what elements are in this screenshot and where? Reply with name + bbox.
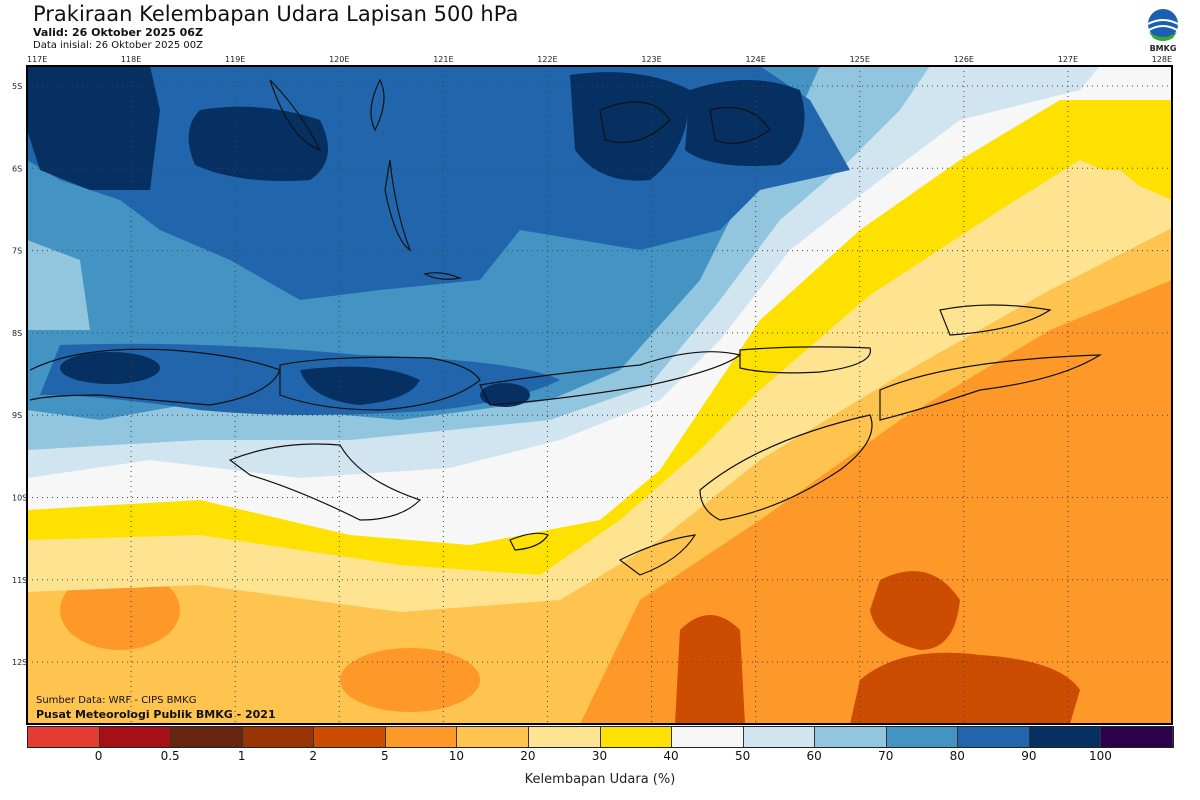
longitude-label: 121E bbox=[433, 55, 453, 64]
longitude-label: 124E bbox=[745, 55, 765, 64]
latitude-label: 12S bbox=[12, 658, 27, 667]
organization-credit: Pusat Meteorologi Publik BMKG - 2021 bbox=[36, 708, 276, 721]
colorbar-swatch bbox=[457, 727, 529, 747]
graticule bbox=[27, 66, 1172, 724]
valid-time: Valid: 26 Oktober 2025 06Z bbox=[33, 26, 203, 39]
colorbar-swatch bbox=[28, 727, 100, 747]
longitude-label: 118E bbox=[121, 55, 141, 64]
colorbar-swatch bbox=[385, 727, 458, 747]
longitude-label: 128E bbox=[1152, 55, 1172, 64]
colorbar bbox=[27, 726, 1174, 748]
colorbar-swatch bbox=[743, 727, 816, 747]
colorbar-tick-label: 5 bbox=[380, 749, 389, 763]
latitude-label: 5S bbox=[12, 82, 22, 91]
colorbar-swatch bbox=[1101, 727, 1173, 747]
data-source: Sumber Data: WRF - CIPS BMKG bbox=[36, 695, 197, 706]
longitude-label: 126E bbox=[954, 55, 974, 64]
logo-text: BMKG bbox=[1150, 44, 1177, 53]
longitude-label: 117E bbox=[27, 55, 47, 64]
colorbar-tick-label: 100 bbox=[1088, 749, 1112, 763]
latitude-label: 6S bbox=[12, 164, 22, 173]
latitude-label: 10S bbox=[12, 494, 27, 503]
colorbar-swatch bbox=[886, 727, 959, 747]
colorbar-tick-label: 0.5 bbox=[160, 749, 180, 763]
humidity-fill bbox=[27, 66, 1172, 724]
colorbar-tick-label: 70 bbox=[878, 749, 894, 763]
longitude-label: 122E bbox=[537, 55, 557, 64]
colorbar-tick-label: 60 bbox=[806, 749, 822, 763]
latitude-label: 7S bbox=[12, 247, 22, 256]
colorbar-tick-label: 40 bbox=[663, 749, 679, 763]
colorbar-tick-label: 20 bbox=[520, 749, 536, 763]
colorbar-swatch bbox=[815, 727, 887, 747]
colorbar-tick-label: 10 bbox=[448, 749, 465, 763]
colorbar-tick-label: 80 bbox=[949, 749, 965, 763]
coastlines bbox=[29, 78, 1103, 576]
colorbar-swatch bbox=[958, 727, 1030, 747]
map-title: Prakiraan Kelembapan Udara Lapisan 500 h… bbox=[33, 2, 519, 26]
latitude-label: 9S bbox=[12, 411, 22, 420]
colorbar-tick-label: 1 bbox=[237, 749, 246, 763]
latitude-label: 11S bbox=[12, 576, 27, 585]
colorbar-swatch bbox=[314, 727, 386, 747]
latitude-label: 8S bbox=[12, 329, 22, 338]
colorbar-swatch bbox=[528, 727, 601, 747]
longitude-label: 123E bbox=[641, 55, 661, 64]
colorbar-swatch bbox=[672, 727, 744, 747]
longitude-label: 127E bbox=[1058, 55, 1078, 64]
colorbar-swatch bbox=[242, 727, 315, 747]
colorbar-swatch bbox=[99, 727, 172, 747]
bmkg-logo: BMKG bbox=[1143, 6, 1183, 54]
colorbar-swatch bbox=[600, 727, 673, 747]
colorbar-tick-label: 2 bbox=[309, 749, 318, 763]
colorbar-tick-label: 90 bbox=[1021, 749, 1037, 763]
colorbar-label: Kelembapan Udara (%) bbox=[524, 772, 676, 787]
humidity-map: 117E 118E 119E 120E 121E 122E 123E 124E 125E 126E… bbox=[12, 55, 1173, 725]
map-frame bbox=[26, 65, 1173, 725]
colorbar-tick-label: 30 bbox=[591, 749, 608, 763]
colorbar-swatch bbox=[171, 727, 243, 747]
colorbar-tick-label: 50 bbox=[734, 749, 751, 763]
longitude-label: 120E bbox=[329, 55, 349, 64]
longitude-label: 125E bbox=[850, 55, 870, 64]
colorbar-tick-label: 0 bbox=[94, 749, 103, 763]
longitude-label: 119E bbox=[225, 55, 245, 64]
initial-data-time: Data inisial: 26 Oktober 2025 00Z bbox=[33, 40, 203, 51]
colorbar-swatch bbox=[1029, 727, 1102, 747]
